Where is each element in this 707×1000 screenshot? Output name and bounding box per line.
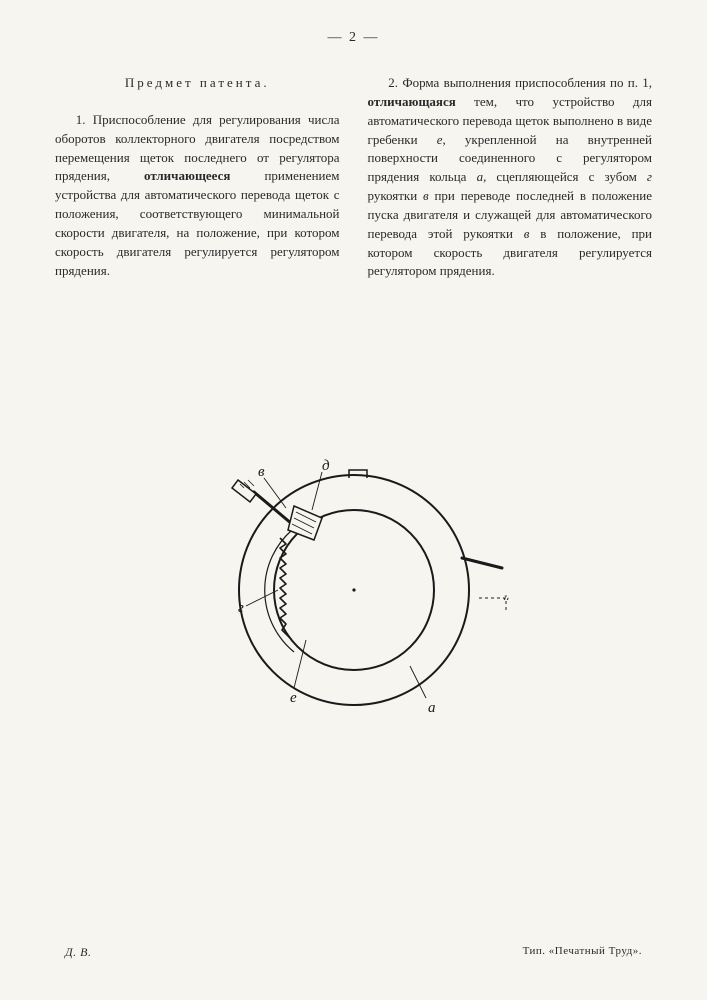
footer-left: Д. В. <box>65 945 91 960</box>
claim-1: 1. Приспособление для регулирования числ… <box>55 111 340 281</box>
svg-text:е: е <box>290 690 297 706</box>
figure-svg: в д г е а <box>194 430 514 730</box>
footer-right: Тип. «Печатный Труд». <box>523 945 642 960</box>
figure: в д г е а <box>0 430 707 730</box>
svg-text:г: г <box>238 600 244 616</box>
svg-text:а: а <box>428 700 436 716</box>
svg-text:в: в <box>258 464 265 480</box>
svg-text:д: д <box>322 458 330 474</box>
left-column: Предмет патента. 1. Приспособление для р… <box>55 74 340 287</box>
claim-2: 2. Форма выполнения приспособления по п.… <box>368 74 653 281</box>
text-columns: Предмет патента. 1. Приспособление для р… <box>55 74 652 287</box>
footer: Д. В. Тип. «Печатный Труд». <box>65 945 642 960</box>
subject-title: Предмет патента. <box>55 74 340 93</box>
patent-page: — 2 — Предмет патента. 1. Приспособление… <box>0 0 707 1000</box>
page-number: — 2 — <box>55 30 652 46</box>
right-column: 2. Форма выполнения приспособления по п.… <box>368 74 653 287</box>
